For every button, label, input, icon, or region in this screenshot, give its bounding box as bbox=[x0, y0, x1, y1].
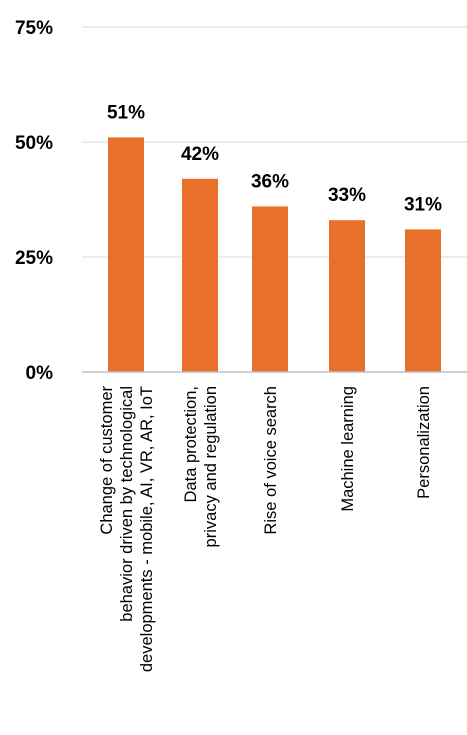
y-tick-label: 0% bbox=[26, 363, 54, 384]
category-label-line: Machine learning bbox=[339, 386, 357, 512]
category-label: Machine learning bbox=[339, 386, 357, 512]
bar bbox=[405, 229, 441, 372]
bar bbox=[329, 220, 365, 372]
data-label: 33% bbox=[328, 185, 366, 206]
data-label: 51% bbox=[107, 102, 145, 123]
category-label-line: privacy and regulation bbox=[202, 386, 220, 547]
bar bbox=[252, 206, 288, 372]
bar bbox=[182, 178, 218, 372]
category-label: Personalization bbox=[415, 386, 433, 499]
category-label-line: behavior driven by technological bbox=[118, 386, 136, 622]
y-tick-label: 75% bbox=[15, 18, 53, 39]
category-label-line: Data protection, bbox=[182, 386, 200, 502]
data-labels: 51% 42% 36% 33% 31% bbox=[107, 102, 442, 215]
y-axis-tick-labels: 0% 25% 50% 75% bbox=[15, 18, 53, 384]
category-label-line: Personalization bbox=[415, 386, 433, 499]
data-label: 36% bbox=[251, 171, 289, 192]
category-label: Rise of voice search bbox=[262, 386, 280, 535]
category-label: Data protection, privacy and regulation bbox=[182, 386, 220, 547]
category-label: Change of customer behavior driven by tec… bbox=[98, 386, 156, 673]
data-label: 42% bbox=[181, 144, 219, 165]
y-tick-label: 25% bbox=[15, 248, 53, 269]
bars bbox=[108, 137, 441, 372]
category-label-line: Change of customer bbox=[98, 386, 116, 535]
category-label-line: developments - mobile, AI, VR, AR, IoT bbox=[138, 386, 156, 672]
category-label-line: Rise of voice search bbox=[262, 386, 280, 535]
bar bbox=[108, 137, 144, 372]
data-label: 31% bbox=[404, 194, 442, 215]
category-labels: Change of customer behavior driven by tec… bbox=[98, 386, 433, 673]
y-tick-label: 50% bbox=[15, 133, 53, 154]
